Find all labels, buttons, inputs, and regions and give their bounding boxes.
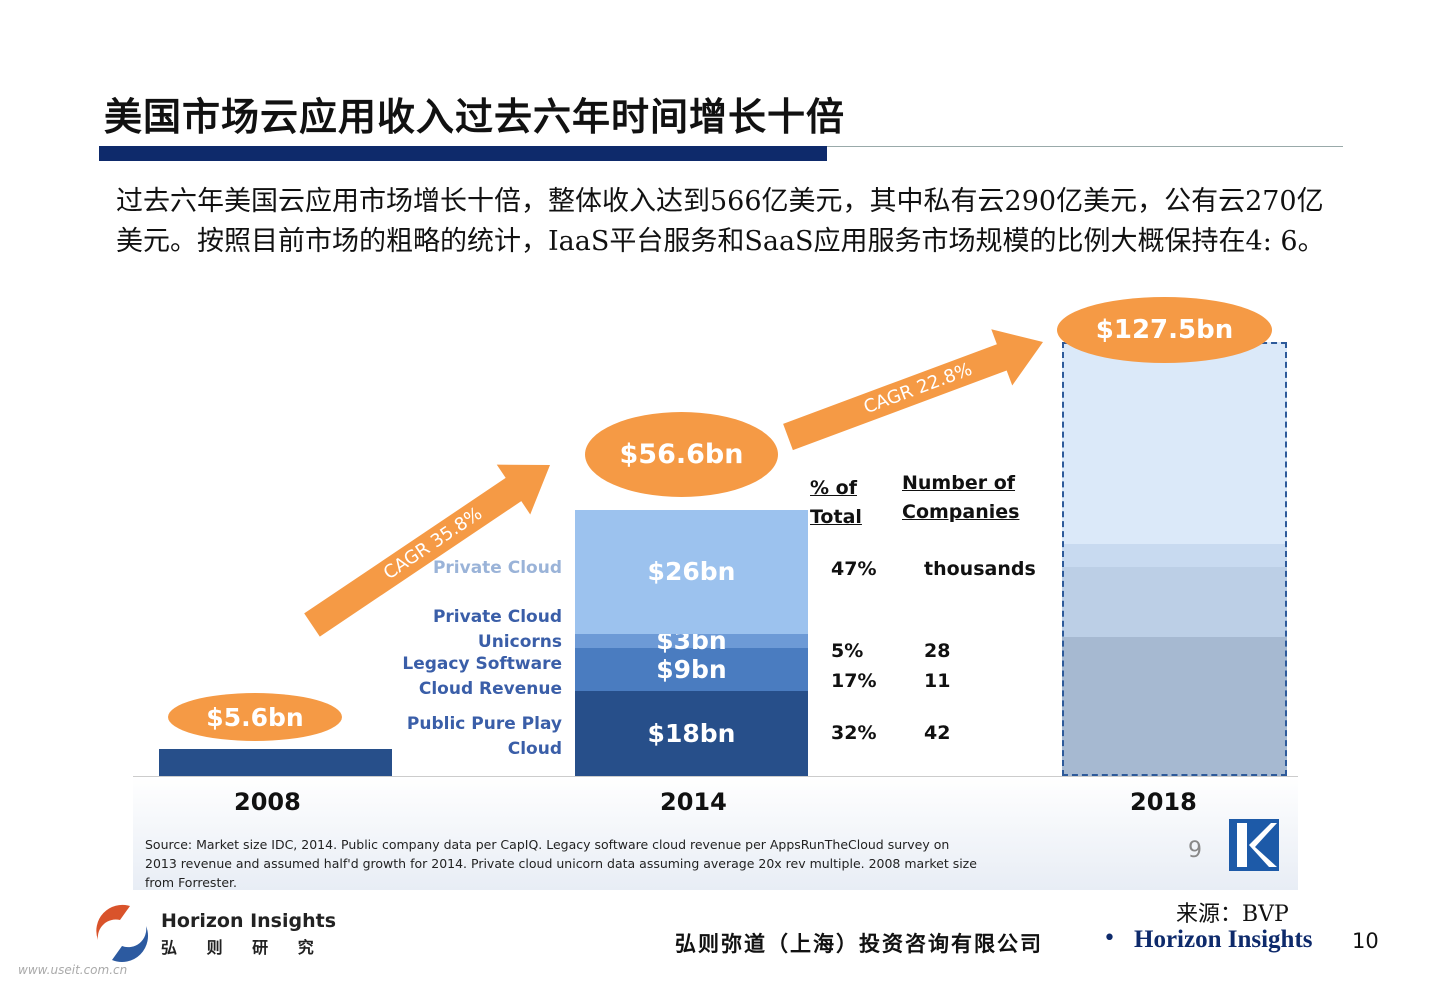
- pct-value: 47%: [831, 558, 877, 580]
- count-header: Number of Companies: [902, 472, 1020, 523]
- brand-name: Horizon Insights: [1134, 926, 1313, 953]
- watermark: www.useit.com.cn: [18, 963, 128, 977]
- company-count: 28: [924, 640, 951, 662]
- logo-text-en: Horizon Insights: [161, 910, 337, 932]
- segment-name: Private Cloud: [432, 558, 562, 578]
- source-note: Source: Market size IDC, 2014. Public co…: [145, 837, 977, 890]
- tick-label-2014: 2014: [660, 788, 727, 816]
- total-label-2008: $5.6bn: [168, 693, 342, 741]
- bar-segment-2018: [1062, 566, 1287, 637]
- page-number: 10: [1352, 929, 1379, 953]
- bvp-logo: [1229, 819, 1279, 871]
- body-text: 过去六年美国云应用市场增长十倍，整体收入达到566亿美元，其中私有云290亿美元…: [116, 186, 1325, 257]
- total-label-2014: $56.6bn: [585, 412, 778, 497]
- credit: 来源：BVP: [1176, 902, 1289, 927]
- page-title: 美国市场云应用收入过去六年时间增长十倍: [104, 94, 846, 139]
- segment-name: Private Cloud Unicorns: [432, 607, 562, 652]
- pct-value: 32%: [831, 722, 877, 744]
- chart-footer-band: [133, 776, 1298, 890]
- horizon-logo-icon: [90, 900, 152, 970]
- company-name: 弘则弥道（上海）投资咨询有限公司: [675, 931, 1043, 956]
- title-rule: [827, 146, 1343, 147]
- company-count: thousands: [924, 558, 1036, 580]
- segment-name: Public Pure Play Cloud: [406, 714, 562, 759]
- company-count: 42: [924, 722, 951, 744]
- logo-text-cn: 弘 则 研 究: [161, 938, 326, 957]
- total-label-2018: $127.5bn: [1057, 297, 1272, 363]
- bar-2008: [159, 749, 392, 776]
- bar-segment-2014: $9bn: [575, 647, 808, 691]
- tick-label-2018: 2018: [1130, 788, 1197, 816]
- bar-segment-2018: [1062, 636, 1287, 776]
- bar-segment-2018: [1062, 342, 1287, 544]
- pct-value: 5%: [831, 640, 864, 662]
- x-axis-baseline: [133, 776, 1298, 777]
- bullet: •: [1103, 926, 1116, 951]
- bar-segment-2018: [1062, 543, 1287, 567]
- bar-segment-2014: $26bn: [575, 510, 808, 634]
- pct-header: % of Total: [810, 477, 862, 528]
- tick-label-2008: 2008: [234, 788, 301, 816]
- company-count: 11: [924, 670, 951, 692]
- inner-page-number: 9: [1188, 838, 1202, 863]
- bar-segment-2014: $18bn: [575, 690, 808, 776]
- title-underline: [99, 146, 827, 161]
- pct-value: 17%: [831, 670, 877, 692]
- segment-name: Legacy Software Cloud Revenue: [402, 654, 562, 699]
